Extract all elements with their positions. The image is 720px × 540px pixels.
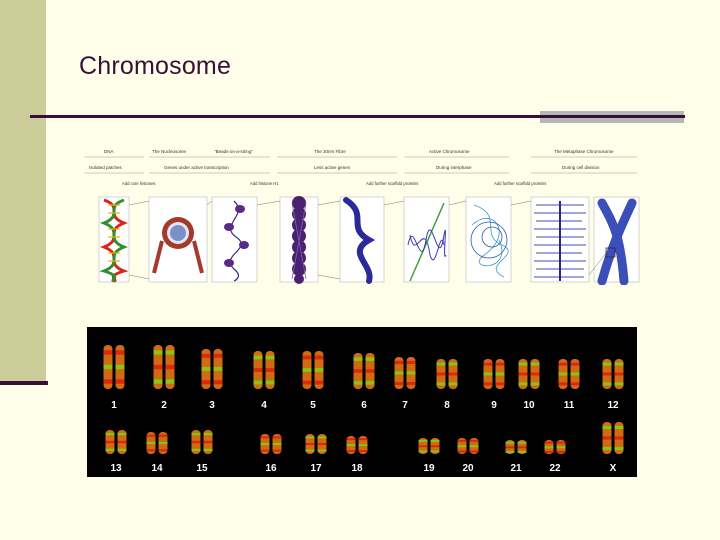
chromosome-pair: [558, 359, 580, 389]
step-label-scaffold-1: Add further scaffold proteins: [366, 181, 418, 186]
chromosome-pair: [602, 359, 624, 389]
coiled-fibre-graphic: [343, 197, 376, 284]
panel-sub-active: During interphase: [436, 165, 472, 170]
chromosome-label: 6: [361, 400, 367, 411]
chromosome-label: 5: [310, 400, 316, 411]
panel-frame-fibre-coil: [339, 196, 385, 283]
chromosome-pair: [418, 438, 440, 454]
chromosome-label: X: [610, 463, 617, 474]
panel-header-beads: "Beads-on-a-string": [214, 149, 253, 154]
chromosome-pair: [457, 438, 479, 454]
panel-header-metaphase: The Metaphase Chromosome: [554, 149, 614, 154]
chromosome-label: 20: [462, 463, 474, 474]
chromatin-diagram: DNA Isolated patches The Nucleosome "Bea…: [84, 145, 644, 290]
chromosome-label: 4: [261, 400, 267, 411]
chromosome-pair: [505, 440, 527, 454]
chromosome-label: 13: [110, 463, 122, 474]
chromosome-pair: [602, 422, 624, 454]
chromosome-label: 10: [523, 400, 535, 411]
30nm-fibre-graphic: [291, 196, 307, 284]
chromosome-pair: [103, 345, 125, 389]
chromosome-label: 15: [196, 463, 208, 474]
chromosome-label: 16: [265, 463, 277, 474]
chromosome-label: 9: [491, 400, 497, 411]
chromosome-pair: [544, 440, 566, 454]
chromosome-label: 2: [161, 400, 167, 411]
side-band: [0, 0, 46, 383]
panel-frame-beads: [211, 196, 258, 283]
chromosome-pair: [105, 430, 127, 454]
chromosome-pair: [483, 359, 505, 389]
chromosome-pair: [436, 359, 458, 389]
step-label-core-histones: Add core histones: [122, 181, 156, 186]
panel-sub-dna: Isolated patches: [89, 165, 123, 170]
chromosome-label: 14: [151, 463, 163, 474]
chromosome-pair: [394, 357, 416, 389]
chromosome-label: 1: [111, 400, 117, 411]
step-label-scaffold-2: Add further scaffold proteins: [494, 181, 546, 186]
panel-sub-30nm: Less active genes: [314, 165, 351, 170]
chromosome-label: 21: [510, 463, 522, 474]
chromosome-pair: [253, 351, 275, 389]
chromosome-pair: [305, 434, 327, 454]
panel-frame-active: [465, 196, 512, 283]
chromosome-pair: [153, 345, 175, 389]
chromosome-pair: [201, 349, 223, 389]
nucleosome-graphic: [152, 217, 204, 274]
dna-helix-graphic: [99, 198, 129, 283]
chromosome-label: 22: [549, 463, 561, 474]
side-band-underline: [0, 381, 48, 385]
slide-title: Chromosome: [79, 52, 232, 80]
chromosome-label: 19: [423, 463, 435, 474]
chromosome-pair: [346, 436, 368, 454]
chromosome-label: 11: [564, 400, 575, 411]
chromosome-label: 18: [351, 463, 363, 474]
chromosome-label: 8: [444, 400, 450, 411]
chromosome-label: 3: [209, 400, 215, 411]
panel-header-dna: DNA: [104, 149, 114, 154]
chromosome-pair: [353, 353, 375, 389]
chromosome-pair: [191, 430, 213, 454]
chromosome-label: 12: [607, 400, 619, 411]
chromosome-pair: [260, 434, 282, 454]
chromosome-pair: [302, 351, 324, 389]
chromosome-label: 17: [310, 463, 322, 474]
panel-header-active: Active Chromosome: [429, 149, 470, 154]
panel-sub-nucleosome: Genes under active transcription: [164, 165, 229, 170]
panel-sub-metaphase: During cell division: [562, 165, 600, 170]
beads-on-string-graphic: [224, 200, 249, 282]
metaphase-chromosome-graphic: [597, 198, 637, 286]
panel-header-30nm: The 30nm Fibre: [314, 149, 346, 154]
step-label-histone-h1: Add histone H1: [250, 181, 279, 186]
scaffold-loops-graphic: [534, 201, 586, 281]
chromosome-label: 7: [402, 400, 408, 411]
karyotype-image: 1 2 3 4 5 6 7 8 9 10 11 12 13 14 15 16 17 18 19 20 21 22 X: [87, 327, 637, 477]
chromatin-loops-graphic: [407, 202, 447, 282]
panel-header-nucleosome: The Nucleosome: [152, 149, 187, 154]
active-chromosome-graphic: [470, 204, 509, 278]
chromosome-pair: [146, 432, 168, 454]
chromosome-pair: [518, 359, 540, 389]
title-rule: [30, 115, 685, 118]
